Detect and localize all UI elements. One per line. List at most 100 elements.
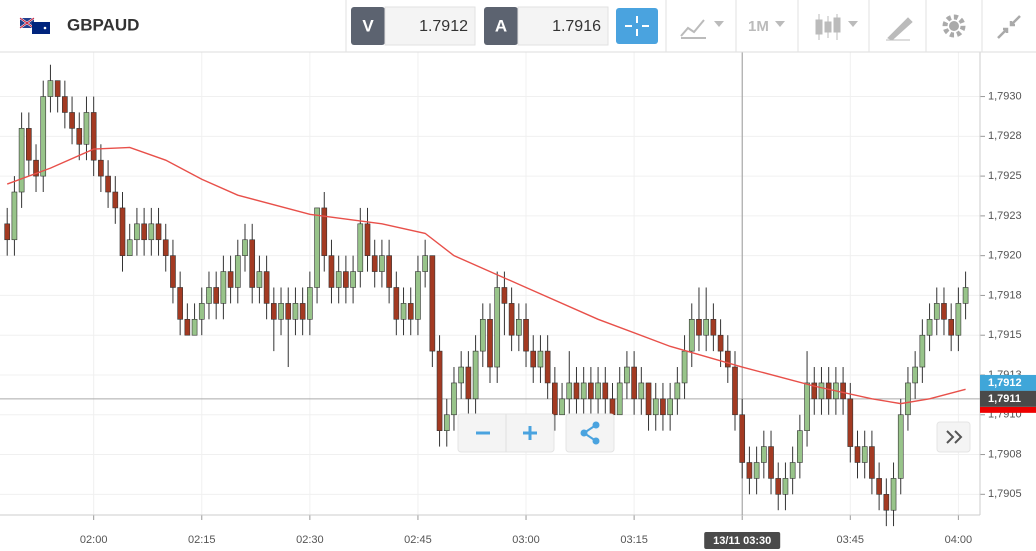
candle-body (198, 303, 205, 320)
candle-body (4, 223, 11, 241)
bid-box[interactable] (384, 6, 476, 46)
candle-body (292, 303, 299, 320)
candle-body (609, 398, 616, 416)
collapse-icon[interactable] (997, 15, 1021, 39)
candle-body (768, 446, 774, 479)
candle-body (220, 271, 227, 304)
price-tag (980, 390, 1036, 407)
candle-body (465, 366, 472, 400)
candle-body (249, 239, 256, 288)
x-tick-label: 02:45 (404, 534, 432, 546)
caret (775, 21, 785, 27)
bid-label-bg[interactable] (351, 7, 385, 45)
x-tick-label: 03:15 (620, 534, 648, 546)
caret (848, 21, 858, 27)
candle-body (667, 398, 673, 416)
candle-body (11, 191, 18, 241)
candle-body (804, 382, 810, 431)
candle-body (371, 255, 378, 272)
candle-body (134, 223, 140, 241)
crosshair-button[interactable] (616, 8, 658, 44)
candle-body (458, 366, 464, 384)
candle-body (227, 271, 234, 288)
price-tag-label: 1,7912 (988, 377, 1022, 389)
candle-body (285, 303, 292, 320)
candle-body (818, 382, 825, 400)
candle-body (962, 287, 969, 304)
x-tick-label: 02:00 (80, 534, 108, 546)
x-tick-label: 03:00 (512, 534, 540, 546)
price-tag-label: 1,7911 (988, 393, 1021, 405)
candle-body (789, 462, 796, 479)
candle-body (905, 382, 911, 416)
candle-icon[interactable] (815, 14, 841, 40)
ask-label[interactable]: A (495, 16, 507, 35)
flag-au (32, 22, 50, 34)
candle-body (141, 223, 147, 241)
candle-body (314, 207, 320, 288)
y-tick-label: 1,7923 (988, 210, 1022, 222)
candle-body (631, 366, 637, 400)
x-tick-label: 04:00 (945, 534, 973, 546)
candle-body (861, 446, 868, 463)
candle-body (321, 207, 328, 256)
candle-body (415, 271, 421, 320)
crosshair-tag-label: 13/11 03:30 (713, 535, 771, 547)
symbol: GBPAUD (67, 15, 139, 34)
bid-label[interactable]: V (362, 16, 374, 35)
candle-body (379, 255, 385, 272)
zoom-controls (457, 413, 971, 453)
zoom-in[interactable] (523, 426, 537, 440)
candle-body (26, 128, 32, 161)
candle-body (897, 414, 904, 479)
draw-icon[interactable] (886, 17, 913, 41)
x-tick-label: 02:15 (188, 534, 216, 546)
candle-body (429, 255, 436, 352)
toolbar: GBPAUD V 1.7912 A 1.7916 1M (0, 0, 1036, 53)
candle-body (602, 382, 609, 400)
candle-body (660, 398, 666, 416)
share-bg[interactable] (565, 413, 615, 453)
candle-body (739, 414, 746, 463)
bid-price[interactable]: 1.7912 (419, 18, 468, 35)
ask-label-bg[interactable] (484, 7, 518, 45)
timeframe[interactable]: 1M (748, 18, 769, 35)
candle-body (919, 334, 926, 368)
plot-area: 1,7930 1,7928 1,7925 1,7923 1,7920 1,7918 1,79… (0, 52, 1036, 549)
candle-body (523, 318, 529, 352)
settings-core (949, 21, 959, 31)
candle-body (443, 414, 450, 431)
candle-body (516, 318, 522, 336)
candle-body (451, 382, 457, 416)
candle-body (407, 303, 414, 320)
candle-body (941, 303, 947, 320)
ask-price[interactable]: 1.7916 (552, 18, 601, 35)
chart-type-icon[interactable] (680, 19, 706, 39)
y-tick-label: 1,7915 (988, 329, 1022, 341)
price-tag (980, 374, 1036, 391)
candle-body (40, 96, 47, 177)
candle-body (400, 303, 407, 320)
y-tick-label: 1,7930 (988, 90, 1022, 102)
candle-body (307, 287, 313, 320)
share-dot (592, 437, 600, 445)
candle-body (530, 350, 537, 368)
candle-body (350, 271, 356, 288)
candle-body (869, 446, 875, 479)
candle-body (90, 112, 97, 161)
candle-body (501, 287, 508, 304)
candle-body (76, 128, 83, 145)
settings-icon[interactable] (942, 14, 966, 38)
candle-body (933, 303, 940, 320)
candle-body (566, 382, 573, 400)
x-tick-label: 03:45 (837, 534, 865, 546)
y-tick-label: 1,7918 (988, 289, 1022, 301)
candle-body (681, 350, 688, 384)
y-tick-label: 1,7920 (988, 250, 1022, 262)
candle-body (847, 398, 854, 447)
candle-body (278, 303, 284, 320)
x-tick-label: 02:30 (296, 534, 324, 546)
ask-box[interactable] (517, 6, 609, 46)
candle-body (386, 255, 392, 288)
